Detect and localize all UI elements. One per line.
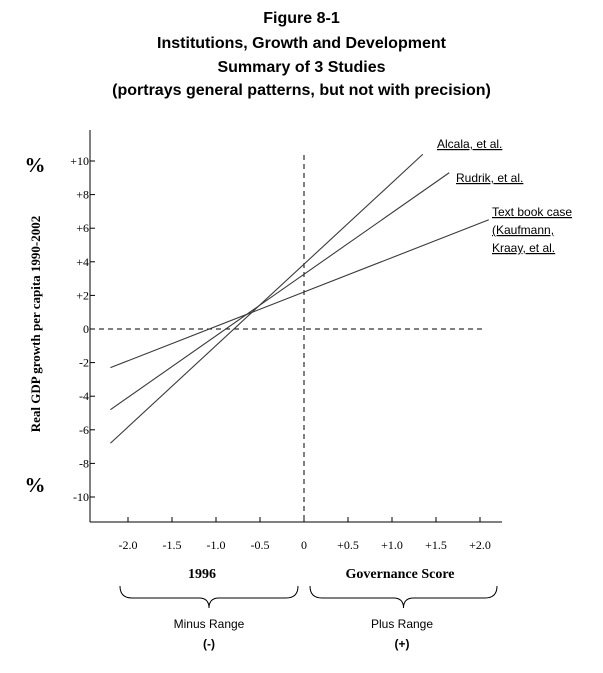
x-axis-label-governance: Governance Score (346, 567, 455, 582)
figure-subtitle-3: (portrays general patterns, but not with… (112, 82, 491, 99)
y-tick-label: +8 (76, 188, 89, 202)
figure-subtitle-1: Institutions, Growth and Development (157, 35, 446, 52)
x-axis-label-year: 1996 (188, 567, 216, 582)
range-sign-1: (-) (203, 637, 215, 651)
y-tick-label: +4 (76, 255, 89, 269)
x-tick-label: -2.0 (119, 538, 138, 552)
x-tick-label: 0 (301, 538, 307, 552)
series-line-1 (110, 153, 424, 444)
y-tick-label: -4 (79, 389, 89, 403)
x-tick-label: +1.5 (425, 538, 447, 552)
series-label-3: (Kaufmann, (492, 223, 554, 237)
series-label-2: Rudrik, et al. (456, 171, 523, 185)
series-line-2 (110, 172, 450, 411)
minus-range-brace (119, 585, 299, 609)
figure-title: Figure 8-1 (263, 10, 340, 27)
x-tick-label: +0.5 (337, 538, 359, 552)
plus-range-brace (309, 585, 498, 609)
x-tick-label: +2.0 (469, 538, 491, 552)
y-unit-bottom: % (25, 473, 46, 497)
range-label-2: Plus Range (371, 617, 433, 631)
x-tick-label: +1.0 (381, 538, 403, 552)
y-tick-label: +10 (70, 154, 89, 168)
x-tick-label: -1.5 (163, 538, 182, 552)
y-tick-label: 0 (83, 322, 89, 336)
y-tick-label: +2 (76, 288, 89, 302)
y-tick-label: -6 (79, 423, 89, 437)
figure-subtitle-2: Summary of 3 Studies (217, 59, 386, 76)
series-label-1: Alcala, et al. (437, 137, 502, 151)
series-label-3: Text book case (492, 205, 572, 219)
x-tick-label: -0.5 (251, 538, 270, 552)
x-tick-label: -1.0 (207, 538, 226, 552)
range-sign-2: (+) (395, 637, 410, 651)
y-tick-label: +6 (76, 221, 89, 235)
y-tick-label: -8 (79, 456, 89, 470)
range-label-1: Minus Range (174, 617, 245, 631)
y-axis-label: Real GDP growth per capita 1990-2002 (28, 216, 43, 433)
y-tick-label: -2 (79, 356, 89, 370)
series-label-3: Kraay, et al. (492, 241, 555, 255)
y-tick-label: -10 (73, 490, 89, 504)
y-unit-top: % (25, 153, 46, 177)
series-line-3 (110, 219, 490, 369)
